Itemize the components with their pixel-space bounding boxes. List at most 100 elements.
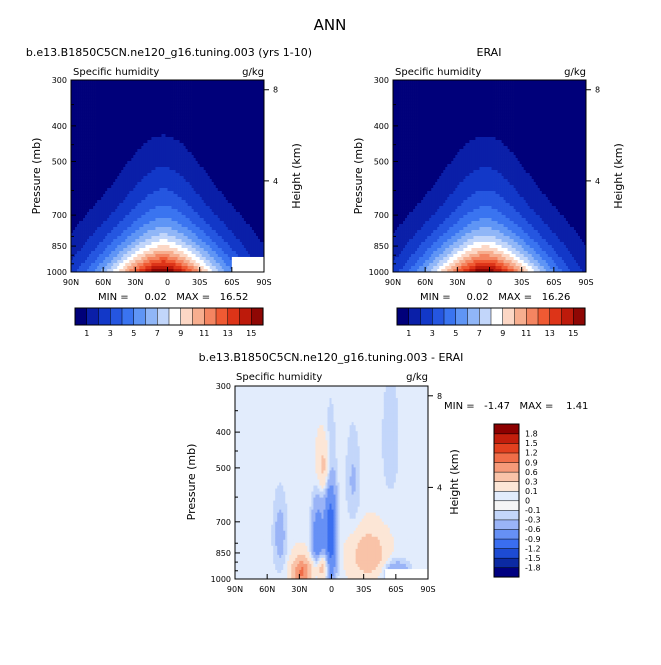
field-cell: [135, 212, 138, 216]
field-cell: [159, 86, 162, 90]
field-cell: [143, 173, 146, 177]
field-cell: [105, 167, 108, 171]
field-cell: [185, 191, 188, 195]
field-cell: [173, 149, 176, 153]
field-cell: [159, 146, 162, 150]
field-cell: [227, 188, 231, 192]
field-cell: [189, 83, 192, 87]
field-cell: [131, 110, 134, 114]
field-cell: [167, 179, 170, 183]
field-cell: [229, 194, 233, 198]
field-cell: [131, 107, 134, 111]
field-cell: [197, 191, 201, 195]
field-cell: [195, 230, 199, 234]
field-cell: [219, 104, 223, 108]
field-cell: [175, 116, 178, 120]
field-cell: [187, 128, 190, 132]
field-cell: [123, 224, 126, 228]
field-cell: [179, 110, 182, 114]
field-cell: [129, 221, 132, 225]
field-cell: [161, 176, 164, 180]
field-cell: [81, 218, 84, 222]
field-cell: [133, 221, 136, 225]
field-cell: [233, 158, 237, 162]
field-cell: [85, 125, 88, 129]
field-cell: [229, 209, 233, 213]
field-cell: [199, 95, 203, 99]
field-cell: [181, 140, 184, 144]
field-cell: [237, 149, 241, 153]
field-cell: [151, 194, 154, 198]
field-cell: [79, 128, 82, 132]
field-cell: [157, 224, 160, 228]
field-cell: [239, 230, 243, 234]
field-cell: [249, 212, 253, 216]
field-cell: [143, 149, 146, 153]
field-cell: [231, 173, 235, 177]
field-cell: [103, 80, 106, 84]
field-cell: [79, 116, 82, 120]
field-cell: [205, 164, 209, 168]
field-cell: [127, 125, 130, 129]
field-cell: [225, 221, 229, 225]
field-cell: [143, 212, 146, 216]
field-cell: [171, 122, 174, 126]
field-cell: [175, 152, 178, 156]
field-cell: [195, 167, 199, 171]
field-cell: [233, 116, 237, 120]
field-cell: [97, 221, 100, 225]
field-cell: [139, 170, 142, 174]
field-cell: [189, 233, 192, 237]
field-cell: [235, 230, 239, 234]
field-cell: [127, 224, 130, 228]
field-cell: [169, 89, 172, 93]
field-cell: [127, 131, 130, 135]
field-cell: [245, 146, 249, 150]
field-cell: [205, 221, 209, 225]
field-cell: [113, 170, 116, 174]
field-cell: [199, 161, 203, 165]
field-cell: [133, 131, 136, 135]
field-cell: [113, 89, 116, 93]
field-cell: [75, 95, 78, 99]
field-cell: [137, 101, 140, 105]
field-cell: [247, 185, 251, 189]
field-cell: [123, 143, 126, 147]
field-cell: [105, 227, 108, 231]
field-cell: [221, 227, 225, 231]
field-cell: [211, 170, 215, 174]
field-cell: [85, 197, 88, 201]
field-cell: [215, 125, 219, 129]
field-cell: [131, 131, 134, 135]
field-cell: [79, 134, 82, 138]
field-cell: [245, 98, 249, 102]
field-cell: [141, 86, 144, 90]
field-cell: [129, 203, 132, 207]
field-cell: [189, 215, 192, 219]
field-cell: [115, 161, 118, 165]
field-cell: [103, 200, 106, 204]
field-cell: [211, 212, 215, 216]
field-cell: [133, 122, 136, 126]
field-cell: [109, 113, 112, 117]
field-cell: [207, 224, 211, 228]
field-cell: [197, 101, 201, 105]
field-cell: [249, 200, 253, 204]
field-cell: [139, 86, 142, 90]
field-cell: [81, 233, 84, 237]
field-cell: [161, 224, 164, 228]
field-cell: [127, 116, 130, 120]
field-cell: [201, 116, 205, 120]
field-cell: [195, 113, 199, 117]
field-cell: [219, 152, 223, 156]
field-cell: [161, 92, 164, 96]
field-cell: [105, 125, 108, 129]
field-cell: [177, 212, 180, 216]
field-cell: [219, 203, 223, 207]
field-cell: [171, 197, 174, 201]
field-cell: [89, 200, 92, 204]
field-cell: [71, 86, 74, 90]
field-cell: [75, 167, 78, 171]
field-cell: [221, 188, 225, 192]
field-cell: [217, 197, 221, 201]
